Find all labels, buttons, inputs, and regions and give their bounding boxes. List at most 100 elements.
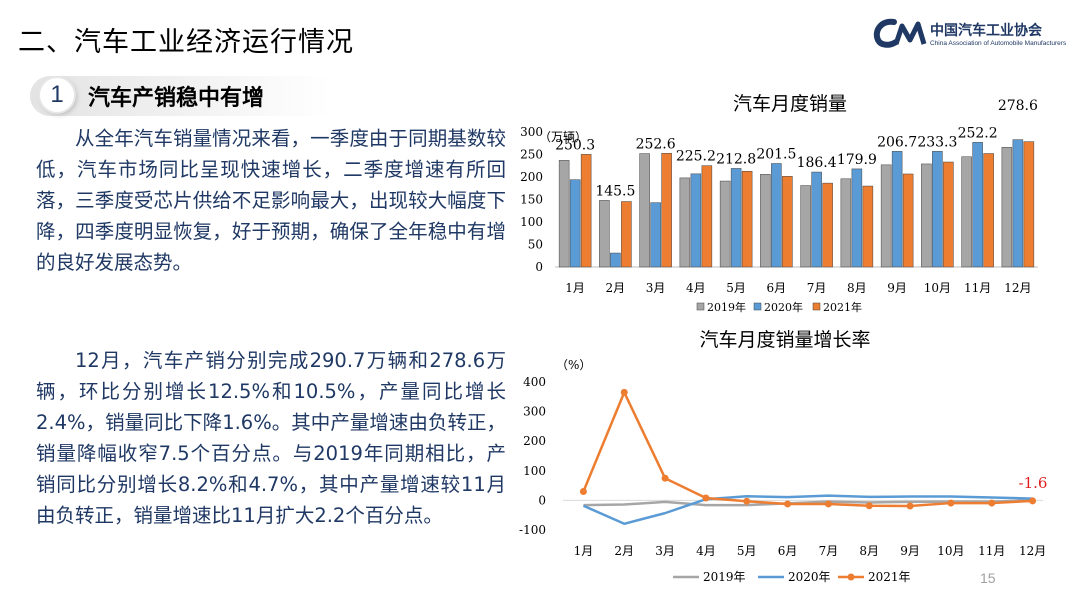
bar-2020年-9月 bbox=[891, 151, 903, 268]
bar-2021年-10月 bbox=[943, 161, 954, 268]
bar-chart-y-tick: 250 bbox=[520, 148, 543, 162]
bar-2019年-2月 bbox=[599, 200, 610, 268]
bar-2021年-5月 bbox=[741, 170, 753, 268]
page-number: 15 bbox=[980, 570, 996, 586]
line-point-2021年-10月 bbox=[947, 499, 955, 507]
bar-2021年-9月 bbox=[902, 173, 914, 268]
bar-chart-y-tick: 0 bbox=[535, 260, 543, 274]
bar-data-label: 201.5 bbox=[756, 147, 796, 163]
bar-2021年-6月 bbox=[782, 176, 793, 268]
line-point-2021年-11月 bbox=[988, 499, 996, 507]
line-chart-x-tick: 9月 bbox=[900, 544, 920, 558]
line-chart-y-tick: 100 bbox=[523, 464, 546, 478]
section-title: 汽车产销稳中有增 bbox=[88, 86, 265, 111]
bar-data-label: 233.3 bbox=[917, 134, 957, 150]
bar-legend-label: 2020年 bbox=[764, 300, 803, 314]
bar-2021年-8月 bbox=[862, 185, 874, 268]
line-chart-x-tick: 4月 bbox=[696, 544, 716, 558]
bar-2020年-8月 bbox=[851, 168, 863, 268]
bar-2021年-7月 bbox=[822, 182, 833, 268]
section-band bbox=[30, 76, 330, 116]
page-title: 二、汽车工业经济运行情况 bbox=[18, 27, 354, 58]
bar-data-label: 145.5 bbox=[595, 183, 635, 199]
bar-2020年-3月 bbox=[650, 202, 661, 268]
bar-data-label: 179.9 bbox=[837, 152, 877, 168]
bar-2020年-5月 bbox=[730, 168, 742, 268]
line-legend-label: 2019年 bbox=[703, 570, 746, 584]
bar-chart-y-tick: 150 bbox=[520, 193, 543, 207]
bar-legend-swatch bbox=[753, 302, 762, 311]
line-chart-y-axis-label: （%） bbox=[556, 358, 591, 372]
bar-chart-x-tick: 2月 bbox=[606, 281, 626, 295]
bar-chart-x-tick: 9月 bbox=[887, 281, 907, 295]
line-chart-x-tick: 5月 bbox=[737, 544, 757, 558]
bar-chart-y-tick: 200 bbox=[520, 170, 543, 184]
line-series-2019年 bbox=[583, 499, 1033, 507]
bar-data-label: 206.7 bbox=[877, 134, 917, 150]
line-chart-x-tick: 6月 bbox=[778, 544, 798, 558]
bar-2020年-10月 bbox=[932, 151, 943, 268]
bar-2019年-10月 bbox=[921, 163, 932, 268]
bar-data-label: 250.3 bbox=[555, 137, 595, 153]
bar-data-label: 278.6 bbox=[998, 98, 1038, 114]
bar-2019年-1月 bbox=[558, 160, 570, 268]
line-chart-x-tick: 7月 bbox=[819, 544, 839, 558]
bar-2020年-1月 bbox=[569, 179, 581, 268]
bar-chart-y-tick: 100 bbox=[520, 215, 543, 229]
bar-2021年-4月 bbox=[701, 165, 713, 268]
line-chart-y-tick: 300 bbox=[523, 405, 546, 419]
bar-chart-y-tick: 300 bbox=[520, 125, 543, 139]
bar-2021年-2月 bbox=[621, 201, 632, 268]
line-point-2021年-5月 bbox=[743, 497, 751, 505]
bar-chart-x-tick: 7月 bbox=[807, 281, 827, 295]
bar-2021年-1月 bbox=[580, 154, 592, 268]
paragraph-annual-summary: 从全年汽车销量情况来看，一季度由于同期基数较低，汽车市场同比呈现快速增长，二季度… bbox=[36, 127, 506, 274]
line-point-2021年-1月 bbox=[579, 488, 587, 496]
bar-2020年-4月 bbox=[690, 173, 702, 268]
line-point-2021年-3月 bbox=[661, 474, 669, 482]
bar-2020年-12月 bbox=[1012, 139, 1024, 268]
line-chart-x-tick: 12月 bbox=[1019, 544, 1046, 558]
line-point-2021年-8月 bbox=[865, 502, 873, 510]
line-chart-y-tick: -100 bbox=[519, 523, 546, 537]
bar-data-label: 186.4 bbox=[797, 155, 837, 171]
bar-data-label: 252.2 bbox=[958, 125, 998, 141]
bar-chart-x-tick: 10月 bbox=[924, 281, 951, 295]
bar-2019年-9月 bbox=[880, 164, 892, 268]
line-point-2021年-6月 bbox=[784, 500, 792, 508]
bar-data-label: 252.6 bbox=[636, 136, 676, 152]
logo-text-cn: 中国汽车工业协会 bbox=[930, 23, 1042, 39]
bar-2019年-7月 bbox=[800, 185, 811, 268]
line-point-2021年-2月 bbox=[620, 388, 628, 396]
line-chart-title: 汽车月度销量增长率 bbox=[699, 329, 870, 351]
bar-chart-x-tick: 1月 bbox=[565, 281, 585, 295]
line-chart-x-tick: 1月 bbox=[574, 544, 594, 558]
line-chart-x-tick: 2月 bbox=[614, 544, 634, 558]
line-point-2021年-12月 bbox=[1029, 497, 1037, 505]
line-chart-x-tick: 10月 bbox=[937, 544, 964, 558]
bar-chart-y-tick: 50 bbox=[528, 238, 543, 252]
line-point-2021年-9月 bbox=[906, 502, 914, 510]
line-chart-y-tick: 400 bbox=[523, 375, 546, 389]
line-chart-y-tick: 200 bbox=[523, 434, 546, 448]
line-legend-label: 2021年 bbox=[868, 570, 911, 584]
bar-legend-label: 2021年 bbox=[823, 300, 862, 314]
bar-chart-x-tick: 5月 bbox=[726, 281, 746, 295]
bar-chart-x-tick: 4月 bbox=[686, 281, 706, 295]
bar-chart-x-tick: 11月 bbox=[964, 281, 991, 295]
line-chart-growth-rate: 汽车月度销量增长率 （%） -100 0 100 200 300 400 1月 2月 3月 4月 5月 6… bbox=[519, 329, 1047, 584]
bar-2021年-11月 bbox=[983, 153, 994, 268]
line-chart-y-tick: 0 bbox=[538, 493, 546, 507]
line-chart-x-tick: 8月 bbox=[859, 544, 879, 558]
bar-2019年-4月 bbox=[679, 177, 691, 268]
line-point-2021年-7月 bbox=[824, 500, 832, 508]
line-chart-x-tick: 11月 bbox=[978, 544, 1005, 558]
bar-chart-x-tick: 12月 bbox=[1004, 281, 1031, 295]
line-series-2020年 bbox=[582, 494, 1033, 526]
bar-2019年-5月 bbox=[719, 180, 731, 268]
line-point-2021年-4月 bbox=[702, 494, 710, 502]
bar-2019年-12月 bbox=[1001, 147, 1013, 268]
bar-2020年-7月 bbox=[811, 171, 822, 268]
paragraph-december-summary: 12月，汽车产销分别完成290.7万辆和278.6万辆，环比分别增长12.5%和… bbox=[36, 349, 506, 527]
line-legend-marker bbox=[847, 573, 855, 581]
